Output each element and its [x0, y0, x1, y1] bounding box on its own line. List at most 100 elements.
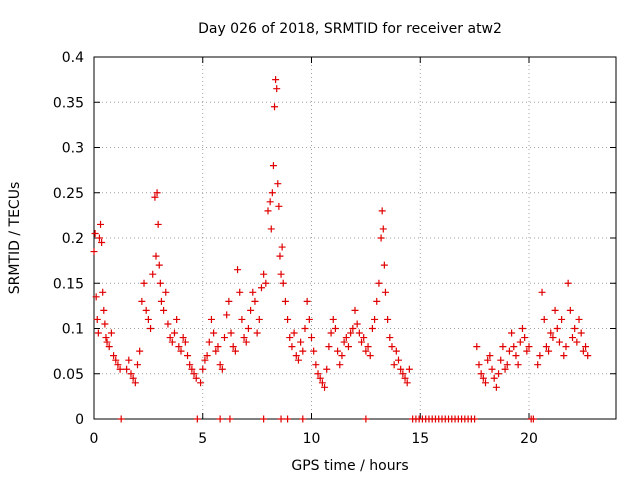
- data-point: [471, 415, 479, 423]
- data-point: [551, 306, 559, 314]
- data-point: [334, 347, 342, 355]
- data-point: [479, 374, 487, 382]
- data-point: [338, 352, 346, 360]
- data-point: [276, 252, 284, 260]
- data-point: [536, 352, 544, 360]
- y-tick-label: 0.1: [62, 322, 84, 338]
- data-point: [97, 220, 105, 228]
- x-axis-label: GPS time / hours: [291, 458, 408, 474]
- data-point: [360, 334, 368, 342]
- data-point: [110, 352, 118, 360]
- data-point: [244, 325, 252, 332]
- data-point: [486, 352, 494, 360]
- data-point: [186, 361, 194, 369]
- data-point: [297, 338, 305, 346]
- data-point: [386, 334, 394, 342]
- data-point: [260, 415, 268, 423]
- data-point: [260, 270, 268, 278]
- data-points: [90, 76, 592, 423]
- data-point: [103, 338, 111, 346]
- data-point: [131, 379, 139, 387]
- data-point: [234, 266, 242, 274]
- data-point: [255, 315, 263, 323]
- data-point: [362, 347, 370, 355]
- data-point: [301, 325, 309, 332]
- data-point: [100, 306, 108, 314]
- data-point: [492, 383, 500, 391]
- data-point: [240, 334, 248, 342]
- axis-ticks: 0 0.05 0.1 0.15 0.2 0.25 0.3 0.35 0.4 0 5 10 15 20: [53, 50, 616, 447]
- data-point: [156, 279, 164, 287]
- data-point: [364, 343, 372, 351]
- data-point: [388, 343, 396, 351]
- data-point: [102, 334, 110, 342]
- data-point: [94, 329, 102, 337]
- data-point: [308, 334, 315, 342]
- data-point: [573, 338, 581, 346]
- data-point: [547, 329, 555, 337]
- data-point: [399, 370, 407, 378]
- data-point: [125, 356, 133, 364]
- data-point: [154, 220, 162, 228]
- data-point: [247, 306, 255, 314]
- y-axis-label: SRMTID / TECUs: [7, 182, 23, 295]
- data-point: [153, 189, 161, 197]
- data-point: [105, 343, 113, 351]
- data-point: [166, 334, 174, 342]
- y-tick-label: 0.05: [53, 367, 84, 383]
- data-point: [129, 374, 137, 382]
- data-point: [562, 343, 570, 351]
- data-point: [207, 315, 215, 323]
- data-point: [299, 415, 307, 423]
- data-point: [371, 315, 379, 323]
- data-point: [569, 334, 576, 342]
- data-point: [540, 315, 548, 323]
- data-point: [271, 103, 279, 111]
- data-point: [545, 347, 553, 355]
- data-point: [101, 320, 109, 328]
- data-point: [218, 365, 226, 373]
- data-point: [179, 334, 187, 342]
- data-point: [281, 297, 289, 305]
- data-point: [272, 76, 280, 84]
- data-point: [284, 415, 292, 423]
- data-point: [136, 347, 144, 355]
- data-point: [225, 297, 233, 305]
- data-point: [560, 352, 568, 360]
- data-point: [392, 347, 400, 355]
- data-point: [571, 325, 579, 332]
- data-point: [249, 288, 257, 296]
- data-point: [216, 361, 224, 369]
- data-point: [181, 338, 189, 346]
- data-point: [321, 383, 329, 391]
- data-point: [377, 234, 385, 242]
- data-point: [579, 347, 587, 355]
- data-point: [251, 297, 259, 305]
- data-point: [362, 415, 370, 423]
- data-point: [508, 329, 516, 337]
- data-point: [142, 306, 150, 314]
- x-tick-label: 10: [303, 431, 321, 447]
- data-point: [275, 202, 283, 210]
- data-point: [503, 361, 511, 369]
- data-point: [368, 325, 376, 332]
- data-point: [584, 352, 592, 360]
- data-point: [553, 325, 561, 332]
- data-point: [242, 338, 250, 346]
- data-point: [152, 252, 160, 260]
- data-point: [510, 343, 518, 351]
- data-point: [155, 261, 163, 269]
- data-point: [286, 334, 294, 342]
- data-point: [277, 270, 285, 278]
- data-point: [92, 293, 100, 301]
- data-point: [512, 352, 520, 360]
- data-point: [482, 379, 489, 387]
- data-point: [397, 365, 405, 373]
- data-point: [379, 225, 387, 233]
- data-point: [347, 329, 355, 337]
- data-point: [488, 365, 496, 373]
- data-point: [384, 315, 392, 323]
- data-point: [403, 379, 411, 387]
- data-point: [336, 361, 344, 369]
- y-tick-label: 0.2: [62, 231, 84, 247]
